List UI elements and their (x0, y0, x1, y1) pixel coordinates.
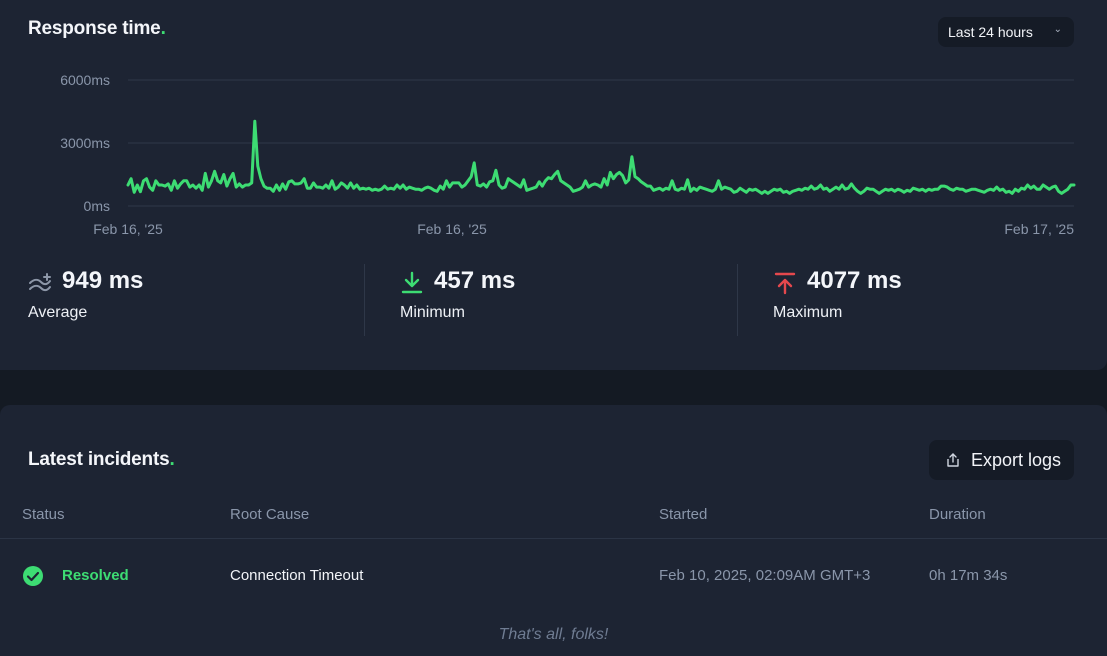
stat-average-value: 949 ms (62, 267, 144, 294)
latest-incidents-title-text: Latest incidents (28, 449, 170, 470)
x-tick-label: Feb 17, '25 (1004, 221, 1074, 237)
response-time-series-line (126, 119, 1076, 195)
stat-divider (737, 264, 738, 336)
stat-minimum-value: 457 ms (434, 267, 516, 294)
title-accent-dot: . (160, 18, 166, 39)
latest-incidents-title: Latest incidents. (28, 449, 175, 471)
table-header-divider (0, 538, 1107, 539)
chevron-down-icon: ⌄ (1053, 24, 1062, 35)
y-tick-label: 0ms (84, 198, 110, 214)
arrow-down-to-line-icon (401, 271, 423, 294)
y-tick-label: 6000ms (60, 72, 110, 88)
response-time-chart: 0ms 3000ms 6000ms Feb 16, '25 Feb 16, '25 Feb… (60, 72, 1076, 237)
column-header-root-cause[interactable]: Root Cause (230, 506, 310, 523)
time-range-label: Last 24 hours (948, 24, 1033, 40)
check-circle-icon (23, 566, 43, 586)
x-tick-label: Feb 16, '25 (417, 221, 487, 237)
arrow-up-to-line-icon (774, 272, 796, 295)
stat-maximum-value: 4077 ms (807, 267, 902, 294)
trend-average-icon (29, 273, 51, 292)
latest-incidents-card (0, 405, 1107, 656)
response-time-card: Response time. Last 24 hours ⌄ 0ms 3000ms… (0, 0, 1107, 370)
started-cell: Feb 10, 2025, 02:09AM GMT+3 (659, 567, 871, 584)
export-logs-button[interactable]: Export logs (929, 440, 1074, 480)
end-of-list-note: That's all, folks! (498, 626, 609, 643)
duration-cell: 0h 17m 34s (929, 567, 1008, 584)
stat-minimum-label: Minimum (400, 304, 465, 321)
time-range-dropdown[interactable]: Last 24 hours ⌄ (938, 17, 1074, 47)
export-icon (947, 453, 959, 467)
stat-maximum-label: Maximum (773, 304, 843, 321)
column-header-status[interactable]: Status (22, 506, 65, 523)
response-time-title-text: Response time (28, 18, 161, 39)
x-tick-label: Feb 16, '25 (93, 221, 163, 237)
column-header-duration[interactable]: Duration (929, 506, 986, 523)
export-logs-label: Export logs (971, 449, 1062, 470)
response-time-title: Response time. (28, 18, 166, 40)
stat-divider (364, 264, 365, 336)
column-header-started[interactable]: Started (659, 506, 708, 523)
stat-average-label: Average (28, 304, 88, 321)
title-accent-dot: . (169, 449, 175, 470)
y-tick-label: 3000ms (60, 135, 110, 151)
status-badge: Resolved (62, 567, 129, 584)
root-cause-cell: Connection Timeout (230, 567, 364, 584)
